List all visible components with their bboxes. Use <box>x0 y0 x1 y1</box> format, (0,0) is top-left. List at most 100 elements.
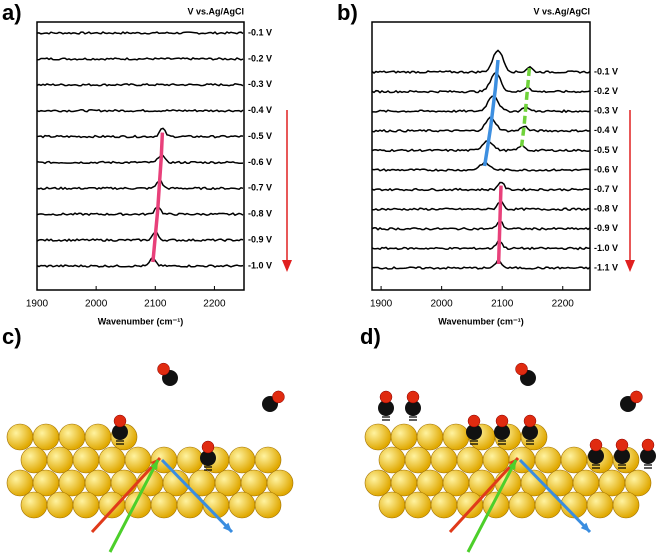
gold-atom <box>176 491 204 519</box>
potential-label: -1.1 V <box>594 262 618 272</box>
spectrum-trace <box>371 49 591 74</box>
spectrum-trace <box>371 201 591 212</box>
oxygen-atom <box>113 414 127 428</box>
carbon-atom <box>112 424 128 440</box>
gold-atom <box>84 423 112 451</box>
gold-atom <box>560 446 588 474</box>
gold-atom <box>124 446 152 474</box>
peak-guide <box>496 185 503 265</box>
x-tick-label: 2000 <box>431 299 454 310</box>
spectrum-trace <box>371 140 591 153</box>
gold-atom <box>72 491 100 519</box>
gold-atom <box>228 491 256 519</box>
spectrum-trace <box>371 181 591 192</box>
reference-label: V vs.Ag/AgCl <box>533 6 590 16</box>
potential-arrow-head <box>625 260 635 272</box>
carbon-atom <box>405 400 421 416</box>
spectrum-trace <box>36 154 244 165</box>
peak-guide <box>151 132 165 263</box>
light-ray <box>160 458 234 534</box>
spectrum-trace <box>36 255 244 268</box>
oxygen-atom <box>523 414 537 428</box>
reference-label: V vs.Ag/AgCl <box>187 6 244 16</box>
carbon-atom <box>522 424 538 440</box>
gold-atom <box>482 446 510 474</box>
gold-atom <box>20 446 48 474</box>
x-axis-label: Wavenumber (cm⁻¹) <box>438 316 523 326</box>
gold-atom <box>430 491 458 519</box>
potential-label: -0.9 V <box>248 234 272 244</box>
gold-atom <box>404 491 432 519</box>
x-tick-label: 2000 <box>85 299 108 310</box>
gold-atom <box>586 491 614 519</box>
gold-atom <box>228 446 256 474</box>
x-tick-label: 1900 <box>370 299 393 310</box>
gold-atom <box>430 446 458 474</box>
light-ray <box>466 459 518 553</box>
oxygen-atom <box>641 438 655 452</box>
potential-label: -0.8 V <box>594 204 618 214</box>
x-tick-label: 2100 <box>144 299 167 310</box>
potential-label: -0.5 V <box>594 145 618 155</box>
oxygen-atom <box>201 440 215 454</box>
spectrum-trace <box>371 161 591 172</box>
potential-label: -0.6 V <box>248 157 272 167</box>
bond <box>204 466 212 471</box>
spectrum-trace <box>36 179 244 191</box>
potential-label: -0.7 V <box>594 184 618 194</box>
oxygen-atom <box>406 390 420 404</box>
spectrum-trace <box>371 220 591 231</box>
potential-label: -0.5 V <box>248 131 272 141</box>
potential-label: -0.4 V <box>248 105 272 115</box>
spectrum-trace <box>371 240 590 251</box>
bond <box>382 416 390 421</box>
gold-atom <box>266 469 294 497</box>
spectrum-trace <box>36 82 244 87</box>
panel-label: a) <box>2 0 22 25</box>
gold-atom <box>378 446 406 474</box>
x-tick-label: 1900 <box>26 299 49 310</box>
gold-atom <box>378 491 406 519</box>
bond <box>644 464 652 469</box>
x-tick-label: 2200 <box>203 299 226 310</box>
bond <box>618 464 626 469</box>
gold-atom <box>72 446 100 474</box>
bond <box>592 464 600 469</box>
oxygen-atom <box>467 414 481 428</box>
light-ray-head <box>150 460 158 470</box>
bond <box>526 440 534 445</box>
gold-atom <box>98 491 126 519</box>
gold-atom <box>364 469 392 497</box>
potential-label: -0.1 V <box>248 27 272 37</box>
carbon-atom <box>378 400 394 416</box>
potential-label: -0.6 V <box>594 164 618 174</box>
spectrum-trace <box>36 127 244 139</box>
gold-atom <box>32 423 60 451</box>
spectrum-trace <box>36 57 244 61</box>
peak-guide <box>482 59 500 167</box>
carbon-atom <box>614 448 630 464</box>
gold-atom <box>46 446 74 474</box>
gold-atom <box>6 469 34 497</box>
potential-label: -0.7 V <box>248 183 272 193</box>
gold-atom <box>364 423 392 451</box>
light-ray-head <box>580 522 590 532</box>
carbon-atom <box>466 424 482 440</box>
gold-atom <box>20 491 48 519</box>
gold-atom <box>58 423 86 451</box>
gold-atom <box>442 423 470 451</box>
spectrum-trace <box>372 95 591 114</box>
gold-atom <box>390 423 418 451</box>
panel-label: b) <box>337 0 358 25</box>
spectrum-trace <box>36 31 244 35</box>
oxygen-atom <box>379 390 393 404</box>
gold-atom <box>6 423 34 451</box>
light-ray <box>108 459 160 553</box>
potential-label: -1.0 V <box>594 243 618 253</box>
oxygen-atom <box>630 390 643 404</box>
oxygen-atom <box>157 362 170 376</box>
gold-atom <box>456 446 484 474</box>
gold-atom <box>456 491 484 519</box>
gold-atom <box>534 491 562 519</box>
